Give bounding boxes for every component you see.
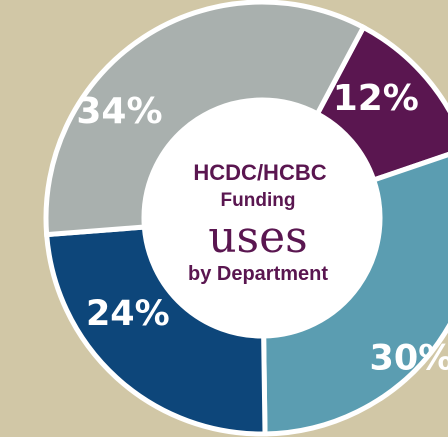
slice-group: [43, 0, 448, 437]
slice-label-24: 24%: [86, 294, 170, 334]
center-title: HCDC/HCBC Funding uses by Department: [188, 160, 328, 285]
slice-label-12: 12%: [333, 78, 419, 119]
slice-34: [43, 0, 367, 238]
label-group: 12% 30% 24% 34%: [76, 78, 448, 378]
slice-label-30: 30%: [370, 338, 448, 378]
title-line-3: uses: [208, 212, 308, 263]
slice-label-34: 34%: [76, 91, 162, 132]
title-line-2: Funding: [221, 190, 296, 211]
title-line-1: HCDC/HCBC: [193, 160, 326, 185]
center-disc: [144, 100, 380, 336]
slice-12: [314, 23, 448, 184]
title-line-4: by Department: [188, 263, 328, 285]
